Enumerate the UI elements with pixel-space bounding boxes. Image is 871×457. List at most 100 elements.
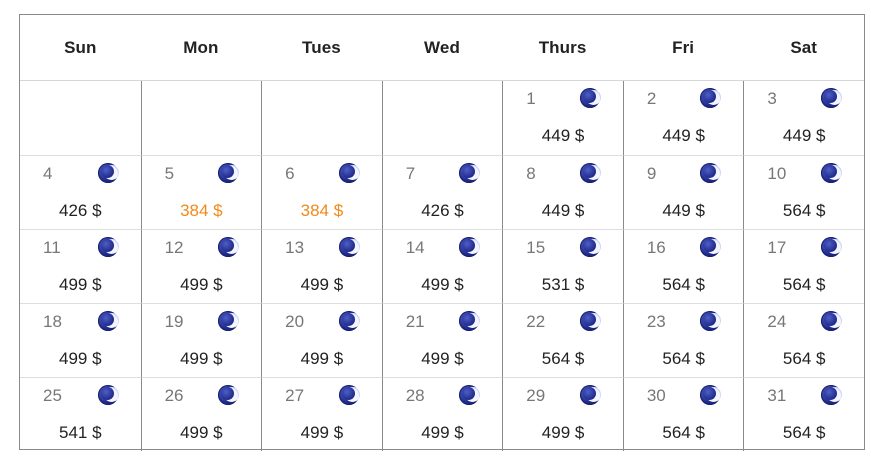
day-number: 27 (285, 386, 305, 405)
day-cell[interactable]: 25 541 $ (20, 377, 141, 451)
day-price: 499 $ (180, 275, 223, 294)
day-price: 564 $ (782, 349, 826, 368)
day-price: 499 $ (300, 275, 344, 294)
day-cell[interactable]: 6 384 $ (261, 155, 382, 229)
day-number: 2 (646, 89, 657, 108)
day-cell[interactable]: 28 499 $ (381, 377, 503, 451)
moon-icon (820, 311, 842, 331)
day-cell[interactable]: 15 531 $ (502, 229, 623, 303)
weekday-mon: Mon (183, 37, 219, 57)
day-number: 28 (405, 386, 425, 405)
day-number: 13 (285, 238, 305, 257)
day-number: 23 (646, 312, 666, 331)
weekday-fri: Fri (672, 37, 695, 57)
day-cell[interactable]: 12 499 $ (140, 229, 262, 303)
day-number: 25 (43, 386, 62, 405)
day-price: 449 $ (662, 201, 705, 220)
day-cell[interactable]: 18 499 $ (20, 303, 141, 377)
day-cell[interactable]: 29 499 $ (502, 377, 623, 451)
moon-icon (579, 237, 601, 257)
day-number: 15 (526, 238, 546, 257)
day-cell[interactable]: 31 564 $ (743, 377, 864, 451)
day-number: 26 (164, 386, 184, 405)
day-cell[interactable]: 26 499 $ (140, 377, 262, 451)
day-cell[interactable]: 23 564 $ (622, 303, 744, 377)
day-number: 11 (43, 238, 61, 257)
day-cell[interactable]: 5 384 $ (140, 155, 262, 229)
day-cell[interactable]: 16 564 $ (622, 229, 744, 303)
day-number: 12 (164, 238, 184, 257)
moon-icon (700, 163, 722, 183)
moon-icon (820, 237, 842, 257)
moon-icon (338, 237, 360, 257)
moon-icon (820, 88, 842, 108)
moon-icon (579, 385, 601, 405)
day-number: 18 (43, 312, 62, 331)
day-cell[interactable]: 8 449 $ (502, 155, 623, 229)
day-number: 24 (767, 312, 787, 331)
moon-icon (700, 237, 722, 257)
day-price: 564 $ (782, 275, 826, 294)
day-cell[interactable]: 11 499 $ (20, 229, 141, 303)
day-number: 21 (405, 312, 425, 331)
day-cell[interactable]: 24 564 $ (743, 303, 864, 377)
weekday-sun: Sun (64, 37, 97, 57)
moon-icon (338, 385, 360, 405)
day-number: 19 (164, 312, 184, 331)
day-cell[interactable]: 30 564 $ (622, 377, 744, 451)
day-price: 564 $ (662, 275, 705, 294)
day-price: 449 $ (541, 126, 585, 145)
day-number: 14 (405, 238, 425, 257)
day-price: 499 $ (421, 423, 464, 442)
day-cell[interactable]: 2 449 $ (622, 81, 744, 155)
day-price: 449 $ (662, 126, 705, 145)
weekday-header: Sun Mon Tues Wed Thurs Fri Sat (20, 15, 864, 81)
day-number: 16 (646, 238, 666, 257)
moon-icon (700, 385, 722, 405)
day-cell[interactable]: 17 564 $ (743, 229, 864, 303)
day-cell[interactable]: 27 499 $ (261, 377, 382, 451)
day-cell[interactable]: 1 449 $ (502, 81, 623, 155)
day-price: 449 $ (541, 201, 585, 220)
empty-day-cell (381, 81, 503, 155)
day-price: 499 $ (180, 349, 223, 368)
day-number: 17 (767, 238, 787, 257)
calendar-grid: 1 449 $ 2 449 $ 3 449 $ 4 426 $ 5 384 $ 6 384 $ 7 426… (20, 81, 864, 451)
day-price: 384 $ (300, 201, 344, 220)
day-price: 426 $ (59, 201, 102, 220)
empty-day-cell (140, 81, 262, 155)
day-cell[interactable]: 19 499 $ (140, 303, 262, 377)
moon-icon (97, 311, 119, 331)
day-cell[interactable]: 22 564 $ (502, 303, 623, 377)
day-number: 29 (526, 386, 546, 405)
day-number: 5 (164, 164, 175, 183)
day-price: 541 $ (59, 423, 102, 442)
moon-icon (97, 163, 119, 183)
day-cell[interactable]: 4 426 $ (20, 155, 141, 229)
day-cell[interactable]: 14 499 $ (381, 229, 503, 303)
day-cell[interactable]: 13 499 $ (261, 229, 382, 303)
day-number: 20 (285, 312, 305, 331)
day-cell[interactable]: 9 449 $ (622, 155, 744, 229)
weekday-tues: Tues (302, 37, 341, 57)
day-number: 8 (526, 164, 536, 183)
moon-icon (459, 163, 481, 183)
day-cell[interactable]: 21 499 $ (381, 303, 503, 377)
day-cell[interactable]: 20 499 $ (261, 303, 382, 377)
day-number: 30 (646, 386, 666, 405)
day-number: 4 (43, 164, 53, 183)
day-price: 499 $ (300, 349, 344, 368)
day-cell[interactable]: 3 449 $ (743, 81, 864, 155)
day-price: 499 $ (541, 423, 585, 442)
moon-icon (700, 88, 722, 108)
moon-icon (218, 385, 240, 405)
day-cell[interactable]: 10 564 $ (743, 155, 864, 229)
day-cell[interactable]: 7 426 $ (381, 155, 503, 229)
day-price: 564 $ (541, 349, 585, 368)
moon-icon (579, 163, 601, 183)
day-number: 22 (526, 312, 546, 331)
day-number: 31 (767, 386, 787, 405)
moon-icon (579, 311, 601, 331)
day-price: 499 $ (180, 423, 223, 442)
moon-icon (218, 311, 240, 331)
